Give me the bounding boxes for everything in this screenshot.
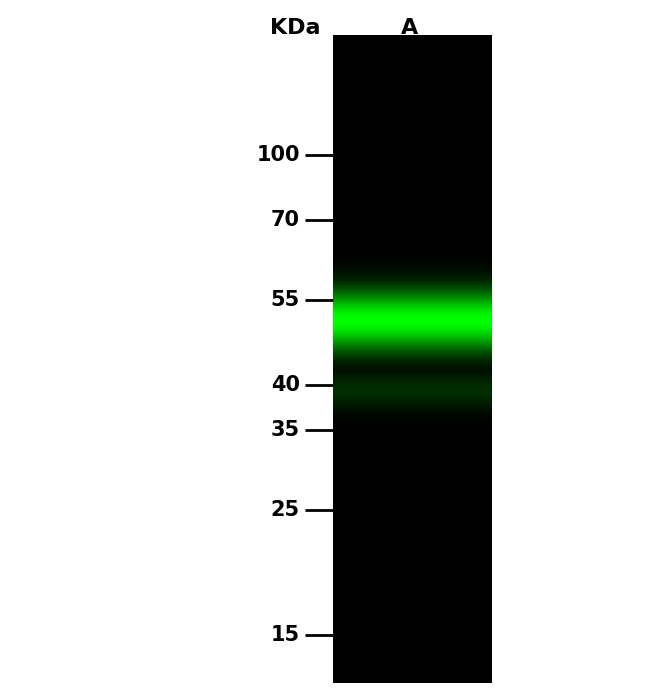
Text: 100: 100 — [257, 145, 300, 165]
Text: A: A — [402, 18, 419, 38]
Text: 35: 35 — [271, 420, 300, 440]
Text: 40: 40 — [271, 375, 300, 395]
Text: KDa: KDa — [270, 18, 320, 38]
Text: 15: 15 — [271, 625, 300, 645]
Text: 25: 25 — [271, 500, 300, 520]
Text: 55: 55 — [271, 290, 300, 310]
Text: 70: 70 — [271, 210, 300, 230]
